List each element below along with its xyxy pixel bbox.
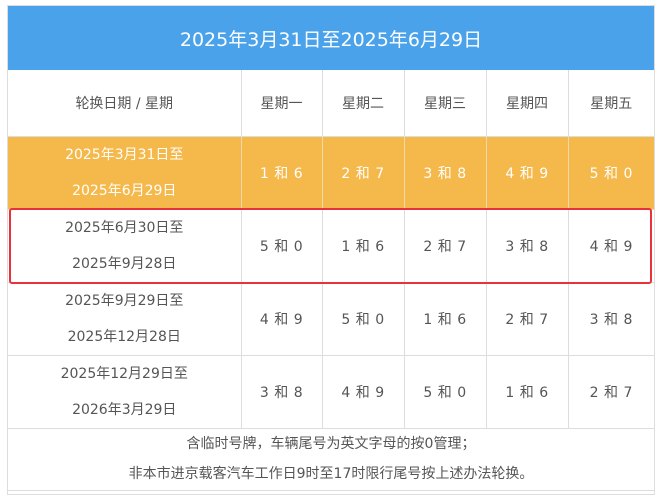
pair-thursday: 2 和 7 [485, 281, 569, 356]
range-end: 2025年9月28日 [72, 255, 177, 272]
table-row: 2025年12月29日至 2026年3月29日 3 和 8 4 和 9 5 和 … [8, 354, 654, 429]
pair-wednesday: 5 和 0 [403, 354, 487, 429]
date-range-cell: 2025年9月29日至 2025年12月28日 [8, 281, 242, 356]
pair-wednesday: 2 和 7 [403, 208, 487, 283]
pair-thursday: 3 和 8 [485, 208, 569, 283]
header-thursday: 星期四 [485, 70, 569, 137]
note-non-local-vehicles: 非本市进京载客汽车工作日9时至17时限行尾号按上述办法轮换。 [128, 466, 534, 482]
pair-wednesday: 3 和 8 [403, 135, 487, 210]
pair-tuesday: 2 和 7 [321, 135, 405, 210]
pair-friday: 3 和 8 [567, 281, 654, 356]
range-start: 2025年6月30日至 [65, 219, 184, 236]
date-range-cell: 2025年3月31日至 2025年6月29日 [8, 135, 242, 210]
pair-thursday: 1 和 6 [485, 354, 569, 429]
table-header-row: 轮换日期 / 星期 星期一 星期二 星期三 星期四 星期五 [8, 70, 654, 137]
pair-tuesday: 4 和 9 [321, 354, 405, 429]
pair-friday: 2 和 7 [567, 354, 654, 429]
notes-cell: 含临时号牌，车辆尾号为英文字母的按0管理； 非本市进京载客汽车工作日9时至17时… [8, 427, 654, 491]
header-tuesday: 星期二 [321, 70, 405, 137]
pair-friday: 4 和 9 [567, 208, 654, 283]
header-monday: 星期一 [240, 70, 323, 137]
pair-friday: 5 和 0 [567, 135, 654, 210]
header-friday: 星期五 [567, 70, 654, 137]
restriction-schedule: 2025年3月31日至2025年6月29日 轮换日期 / 星期 星期一 星期二 … [7, 5, 655, 495]
pair-monday: 5 和 0 [240, 208, 323, 283]
pair-monday: 3 和 8 [240, 354, 323, 429]
header-wednesday: 星期三 [403, 70, 487, 137]
pair-monday: 4 和 9 [240, 281, 323, 356]
pair-wednesday: 1 和 6 [403, 281, 487, 356]
date-range-cell: 2025年12月29日至 2026年3月29日 [8, 354, 242, 429]
pair-monday: 1 和 6 [240, 135, 323, 210]
range-start: 2025年12月29日至 [60, 365, 188, 382]
note-temporary-plates: 含临时号牌，车辆尾号为英文字母的按0管理； [186, 436, 476, 452]
table-row: 2025年9月29日至 2025年12月28日 4 和 9 5 和 0 1 和 … [8, 281, 654, 356]
table-row: 2025年6月30日至 2025年9月28日 5 和 0 1 和 6 2 和 7… [8, 208, 654, 283]
table-row-current: 2025年3月31日至 2025年6月29日 1 和 6 2 和 7 3 和 8… [8, 135, 654, 210]
notes-row: 含临时号牌，车辆尾号为英文字母的按0管理； 非本市进京载客汽车工作日9时至17时… [8, 427, 654, 491]
pair-tuesday: 5 和 0 [321, 281, 405, 356]
range-end: 2025年12月28日 [67, 328, 181, 345]
pair-thursday: 4 和 9 [485, 135, 569, 210]
pair-tuesday: 1 和 6 [321, 208, 405, 283]
range-end: 2026年3月29日 [72, 401, 177, 418]
date-range-cell: 2025年6月30日至 2025年9月28日 [8, 208, 242, 283]
range-start: 2025年3月31日至 [65, 146, 184, 163]
range-end: 2025年6月29日 [72, 182, 177, 199]
range-start: 2025年9月29日至 [65, 292, 184, 309]
schedule-table: 轮换日期 / 星期 星期一 星期二 星期三 星期四 星期五 2025年3月31日… [8, 70, 654, 491]
header-date-column: 轮换日期 / 星期 [8, 70, 242, 137]
schedule-title: 2025年3月31日至2025年6月29日 [8, 6, 654, 70]
